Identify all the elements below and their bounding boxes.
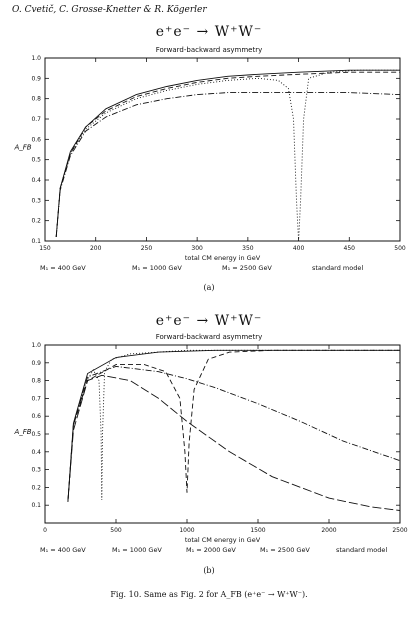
process-title-b: e⁺e⁻ → W⁺W⁻ — [155, 313, 263, 329]
y-tick-label-a: 0.4 — [31, 177, 41, 184]
legend-b-item-0: M₁ = 400 GeV — [40, 546, 86, 554]
x-tick-label-b: 500 — [110, 527, 122, 534]
y-tick-label-a: 0.9 — [31, 75, 41, 82]
y-tick-label-b: 0.2 — [31, 484, 41, 491]
chart-b: 0 500 1000 1500 2000 2500 0.1 0.2 0.3 0.4 0.5 0.6 0.… — [13, 342, 407, 544]
y-tick-label-a: 0.3 — [31, 197, 41, 204]
y-tick-label-b: 0.3 — [31, 467, 41, 474]
series-line-a-1 — [55, 71, 400, 237]
series-line-a-2 — [55, 92, 401, 237]
figure-caption: Fig. 10. Same as Fig. 2 for A_FB (e⁺e⁻ →… — [110, 590, 308, 599]
y-tick-label-a: 0.8 — [31, 96, 41, 103]
x-tick-label-a: 400 — [293, 245, 305, 252]
y-tick-label-b: 0.1 — [31, 502, 41, 509]
legend-a-item-3: standard model — [312, 264, 364, 272]
x-tick-label-b: 1500 — [250, 527, 265, 534]
x-axis-label-b: total CM energy in GeV — [185, 536, 261, 544]
x-tick-label-a: 150 — [39, 245, 51, 252]
legend-a-item-0: M₁ = 400 GeV — [40, 264, 86, 272]
process-title-a: e⁺e⁻ → W⁺W⁻ — [155, 24, 263, 40]
panel-label-a: (a) — [203, 283, 215, 292]
series-line-a-3 — [55, 69, 400, 237]
series-line-b-3 — [67, 374, 401, 511]
y-tick-label-b: 1.0 — [31, 342, 41, 349]
x-tick-label-a: 500 — [394, 245, 406, 252]
plot-frame-a — [44, 57, 401, 242]
legend-b-item-2: M₁ = 2000 GeV — [186, 546, 236, 554]
y-tick-label-a: 1.0 — [31, 55, 41, 62]
x-tick-label-b: 0 — [43, 527, 47, 534]
y-axis-label-b: A_FB — [13, 428, 31, 436]
y-tick-label-b: 0.9 — [31, 360, 41, 367]
legend-a-item-1: M₁ = 1000 GeV — [132, 264, 182, 272]
x-tick-label-b: 2500 — [392, 527, 407, 534]
y-tick-label-a: 0.6 — [31, 136, 41, 143]
subtitle-b: Forward-backward asymmetry — [155, 333, 263, 341]
y-tick-label-b: 0.6 — [31, 413, 41, 420]
authors: O. Cvetič, C. Grosse-Knetter & R. Kögerl… — [12, 5, 207, 15]
y-tick-label-b: 0.4 — [31, 449, 41, 456]
panel-label-b: (b) — [203, 566, 215, 575]
y-tick-label-a: 0.2 — [31, 218, 41, 225]
legend-b: M₁ = 400 GeV M₁ = 1000 GeV M₁ = 2000 GeV… — [40, 546, 410, 558]
x-tick-label-b: 2000 — [321, 527, 336, 534]
y-tick-label-a: 0.5 — [31, 157, 41, 164]
x-tick-label-a: 350 — [242, 245, 254, 252]
y-tick-label-b: 0.5 — [31, 431, 41, 438]
legend-b-item-1: M₁ = 1000 GeV — [112, 546, 162, 554]
series-line-b-2 — [67, 365, 401, 502]
series-line-a-0 — [55, 69, 400, 242]
series-line-b-1 — [67, 349, 400, 502]
legend-a: M₁ = 400 GeV M₁ = 1000 GeV M₁ = 2500 GeV… — [40, 264, 410, 276]
y-tick-label-b: 0.7 — [31, 395, 41, 402]
x-tick-label-a: 450 — [344, 245, 356, 252]
x-tick-label-b: 1000 — [179, 527, 194, 534]
y-tick-label-a: 0.1 — [31, 238, 41, 245]
legend-b-item-3: M₁ = 2500 GeV — [260, 546, 310, 554]
legend-b-item-4: standard model — [336, 546, 388, 554]
chart-a: 150 200 250 300 350 400 450 500 0.1 0.2 0.3 0.4 0.5 0… — [13, 55, 406, 262]
x-tick-label-a: 300 — [191, 245, 203, 252]
y-tick-label-b: 0.8 — [31, 378, 41, 385]
legend-a-item-2: M₁ = 2500 GeV — [222, 264, 272, 272]
plot-frame-b — [44, 344, 401, 524]
subtitle-a: Forward-backward asymmetry — [155, 46, 263, 54]
x-tick-label-a: 250 — [141, 245, 153, 252]
x-axis-label-a: total CM energy in GeV — [185, 254, 261, 262]
x-tick-label-a: 200 — [90, 245, 102, 252]
series-line-b-4 — [67, 349, 400, 502]
y-axis-label-a: A_FB — [13, 144, 31, 152]
series-line-b-0 — [67, 349, 400, 502]
y-tick-label-a: 0.7 — [31, 116, 41, 123]
